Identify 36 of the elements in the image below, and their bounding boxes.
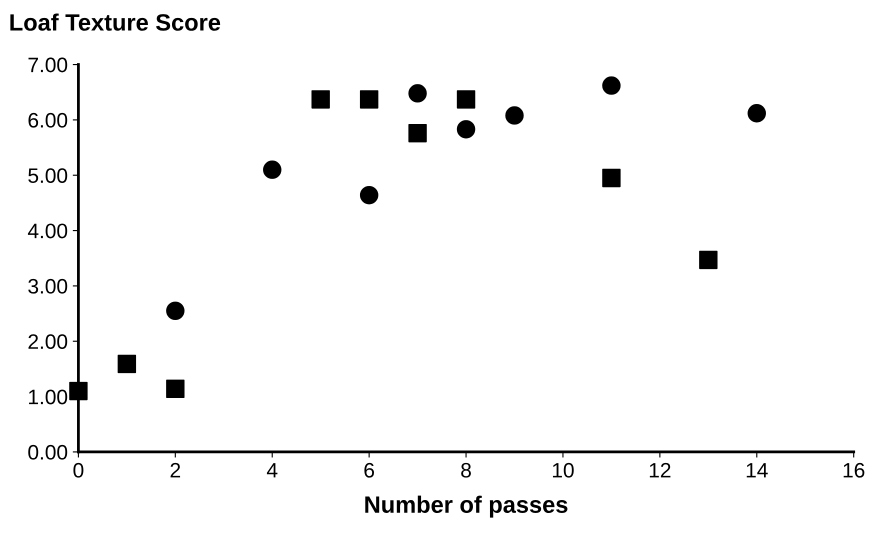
point xyxy=(456,90,476,109)
x-tick-label: 8 xyxy=(461,462,471,478)
point xyxy=(505,106,524,125)
y-tick-label: 5.00 xyxy=(28,168,68,183)
y-tick-label: 6.00 xyxy=(28,112,68,128)
point xyxy=(408,124,427,142)
x-tick-label: 16 xyxy=(844,462,864,478)
y-tick-label: 2.00 xyxy=(28,334,68,349)
x-tick-label: 6 xyxy=(364,462,374,478)
x-tick-label: 4 xyxy=(266,463,278,478)
point xyxy=(456,120,476,139)
point xyxy=(360,90,378,109)
x-tick-label: 0 xyxy=(73,462,84,478)
point xyxy=(360,186,378,204)
point xyxy=(118,354,136,374)
y-axis-title: Loaf Texture Score xyxy=(10,13,220,31)
x-tick-label: 12 xyxy=(650,462,670,478)
point xyxy=(311,90,330,109)
y-tick-label: 7.00 xyxy=(28,58,68,72)
point xyxy=(748,104,766,122)
x-tick-label: 2 xyxy=(170,462,180,478)
y-tick-label: 1.00 xyxy=(29,390,68,404)
y-tick-label: 4.00 xyxy=(28,224,68,238)
point xyxy=(166,302,185,320)
point xyxy=(602,76,621,95)
x-tick-label: 10 xyxy=(552,462,574,478)
point xyxy=(408,84,427,103)
point xyxy=(602,168,621,188)
y-tick-label: 0.00 xyxy=(28,444,68,460)
x-axis-title: Number of passes xyxy=(365,496,568,518)
point xyxy=(263,160,282,179)
x-tick-label: 14 xyxy=(746,463,768,478)
point xyxy=(69,382,88,400)
point xyxy=(699,250,718,270)
point xyxy=(166,380,185,398)
y-tick-label: 3.00 xyxy=(28,278,68,294)
